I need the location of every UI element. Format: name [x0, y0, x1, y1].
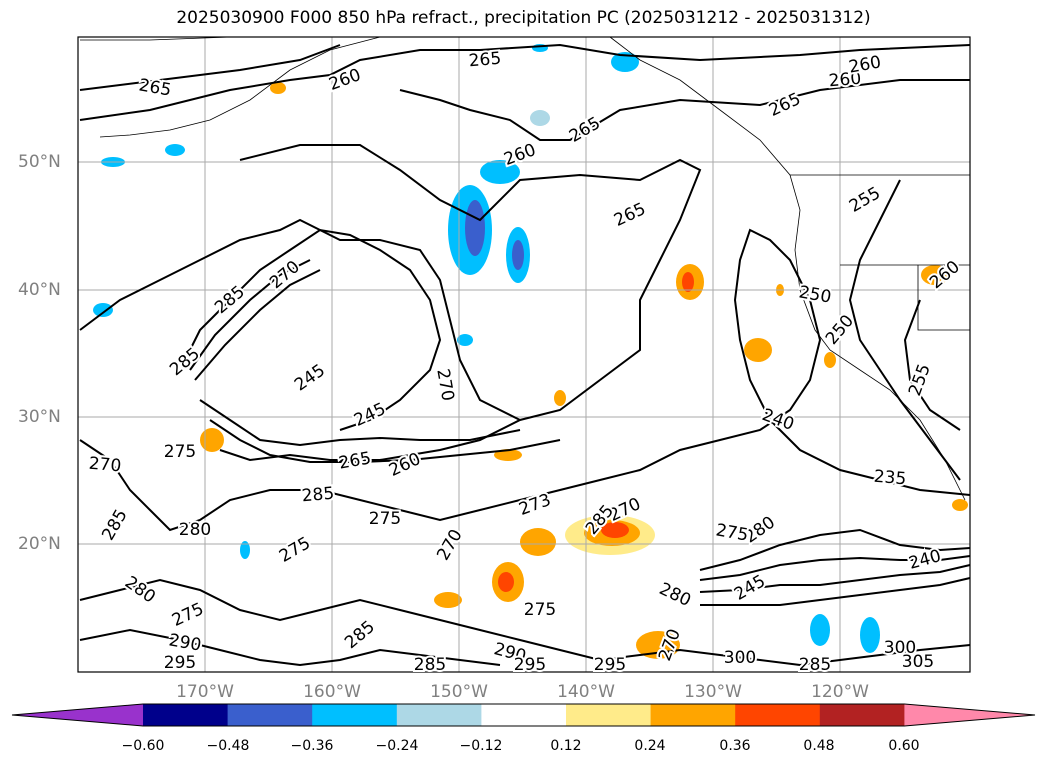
colorbar-swatch [481, 704, 567, 726]
colorbar-tick-label: −0.60 [121, 738, 165, 754]
lon-label-170w: 170°W [176, 682, 234, 702]
colorbar-extend-high [904, 704, 1035, 726]
colorbar-tick-label: −0.36 [290, 738, 334, 754]
colorbar-tick-label: −0.24 [375, 738, 419, 754]
contour-label: 260 [828, 69, 862, 92]
colorbar-swatch [143, 704, 229, 726]
colorbar-tick-label: 0.36 [719, 738, 751, 754]
refractivity-contours [79, 43, 971, 667]
contour-label: 305 [902, 652, 934, 672]
lat-label-30n: 30°N [18, 407, 61, 427]
contour-label: 275 [164, 442, 196, 462]
map-area [77, 36, 971, 673]
contour-label: 270 [88, 454, 122, 477]
contour-label: 300 [884, 638, 916, 658]
lat-label-40n: 40°N [18, 280, 61, 300]
contour-label: 300 [724, 648, 756, 668]
colorbar-swatch [735, 704, 821, 726]
lon-label-140w: 140°W [557, 682, 615, 702]
colorbar-swatch [227, 704, 313, 726]
lon-label-150w: 150°W [430, 682, 488, 702]
lon-label-120w: 120°W [811, 682, 869, 702]
map-title: 2025030900 F000 850 hPa refract., precip… [176, 8, 871, 28]
contour-label: 295 [514, 655, 546, 675]
colorbar-tick-label: −0.12 [459, 738, 503, 754]
colorbar-tick-label: 0.24 [634, 738, 666, 754]
contour-label: 275 [369, 509, 401, 529]
lat-label-20n: 20°N [18, 534, 61, 554]
contour-label: 285 [301, 484, 335, 507]
colorbar-swatch [396, 704, 482, 726]
coastline [80, 36, 970, 501]
colorbar-outline [11, 703, 1036, 727]
contour-label: 285 [414, 655, 446, 675]
contour-label: 265 [468, 49, 502, 72]
contour-label: 295 [594, 655, 626, 675]
colorbar-swatch [650, 704, 736, 726]
colorbar-extend-low [12, 704, 143, 726]
contour-label: 275 [524, 600, 556, 620]
contour-label: 285 [799, 655, 831, 675]
lon-label-130w: 130°W [684, 682, 742, 702]
colorbar-swatch [566, 704, 652, 726]
lat-label-50n: 50°N [18, 152, 61, 172]
colorbar-tick-label: 0.48 [803, 738, 835, 754]
colorbar-tick-label: 0.60 [888, 738, 920, 754]
colorbar-tick-label: 0.12 [550, 738, 582, 754]
lon-label-160w: 160°W [303, 682, 361, 702]
colorbar-swatch [819, 704, 905, 726]
colorbar [11, 703, 1036, 727]
contour-label: 235 [873, 467, 907, 490]
colorbar-swatch [312, 704, 398, 726]
contour-label: 295 [164, 653, 196, 673]
contour-label: 280 [179, 520, 211, 540]
colorbar-tick-label: −0.48 [206, 738, 250, 754]
